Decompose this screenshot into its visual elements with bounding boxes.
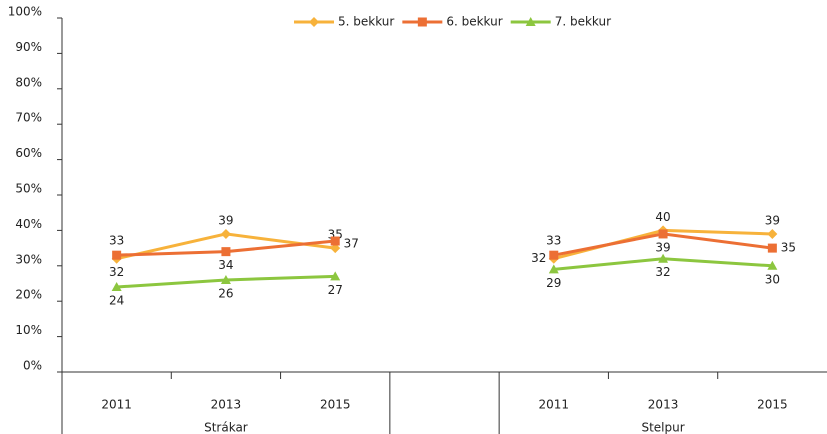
x-tick-label: 2015 [320, 398, 351, 412]
marker [767, 228, 778, 239]
marker [112, 250, 122, 260]
y-tick-label: 50% [15, 182, 42, 196]
data-label: 37 [344, 237, 359, 251]
marker [330, 236, 340, 246]
marker [221, 247, 231, 257]
marker [417, 17, 427, 27]
x-tick-label: 2011 [101, 398, 132, 412]
series-line [116, 257, 773, 289]
marker [220, 274, 231, 284]
marker [767, 243, 777, 253]
y-tick-label: 60% [15, 146, 42, 160]
data-label: 32 [109, 265, 124, 279]
y-tick-label: 0% [23, 359, 42, 373]
data-label: 32 [531, 251, 546, 265]
marker [548, 264, 559, 274]
group-label: Stelpur [641, 421, 684, 434]
y-tick-label: 30% [15, 252, 42, 266]
x-tick-label: 2015 [757, 398, 788, 412]
data-label: 24 [109, 294, 124, 308]
x-tick-label: 2013 [211, 398, 242, 412]
data-label: 32 [655, 265, 670, 279]
data-label: 29 [546, 276, 561, 290]
y-tick-label: 70% [15, 111, 42, 125]
y-tick-label: 80% [15, 75, 42, 89]
data-label: 33 [109, 234, 124, 248]
data-label: 39 [218, 213, 233, 227]
data-label: 33 [546, 234, 561, 248]
data-label: 39 [655, 240, 670, 254]
y-tick-label: 20% [15, 288, 42, 302]
legend-label: 7. bekkur [555, 15, 611, 29]
x-tick-label: 2013 [648, 398, 679, 412]
marker [767, 260, 778, 270]
y-tick-label: 10% [15, 323, 42, 337]
group-label: Strákar [204, 421, 248, 434]
data-label: 34 [218, 258, 233, 272]
legend-label: 5. bekkur [338, 15, 394, 29]
marker [330, 243, 341, 254]
data-label: 26 [218, 286, 233, 300]
marker [220, 228, 231, 239]
marker [525, 17, 536, 26]
y-tick-label: 100% [8, 5, 42, 19]
y-tick-label: 90% [15, 40, 42, 54]
marker [330, 271, 341, 281]
data-label: 30 [765, 272, 780, 286]
data-label: 40 [655, 210, 670, 224]
marker [549, 250, 559, 260]
legend-label: 6. bekkur [446, 15, 502, 29]
marker [111, 282, 122, 292]
x-tick-label: 2011 [539, 398, 570, 412]
data-label: 35 [781, 241, 796, 255]
marker [658, 229, 668, 239]
marker [309, 17, 319, 27]
data-label: 27 [328, 283, 343, 297]
data-label: 39 [765, 213, 780, 227]
marker [658, 253, 669, 263]
y-tick-label: 40% [15, 217, 42, 231]
